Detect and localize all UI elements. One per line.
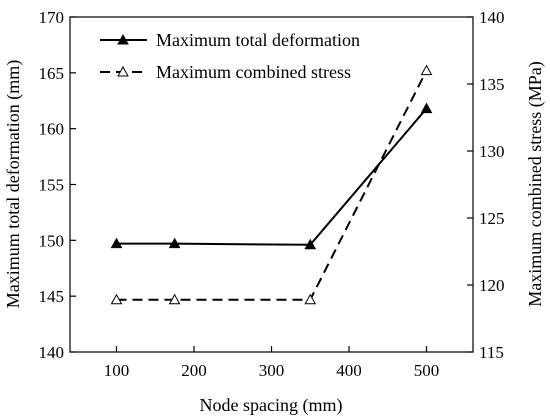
y-left-tick-label: 140: [39, 343, 65, 362]
x-axis-label: Node spacing (mm): [200, 395, 343, 416]
series-1-marker: [110, 237, 123, 249]
axis-ticks: 100 200 300 400 500 140 145 150 155 160 165 170 115 1…: [39, 8, 505, 380]
series-1-marker: [304, 238, 317, 250]
y-right-tick-label: 130: [479, 142, 505, 161]
series-2-marker: [168, 293, 181, 305]
legend-marker-1: [117, 33, 129, 45]
y-right-tick-label: 135: [479, 75, 505, 94]
x-tick-label: 500: [414, 361, 440, 380]
y-left-tick-label: 165: [39, 64, 65, 83]
series-1-line: [116, 107, 428, 246]
y-left-tick-label: 145: [39, 287, 65, 306]
y-left-tick-label: 150: [39, 231, 65, 250]
y-right-tick-label: 115: [479, 343, 504, 362]
y-left-tick-label: 155: [39, 176, 65, 195]
series-2-marker: [304, 293, 317, 305]
y-axis-right-label: Maximum combined stress (MPa): [525, 61, 546, 306]
legend-marker-2: [117, 65, 129, 77]
x-tick-label: 400: [336, 361, 362, 380]
series-1-marker: [168, 237, 181, 249]
y-right-tick-label: 120: [479, 276, 505, 295]
y-axis-left-label: Maximum total deformation (mm): [3, 60, 24, 308]
x-tick-label: 200: [181, 361, 207, 380]
y-right-tick-label: 140: [479, 8, 505, 27]
x-tick-label: 100: [104, 361, 130, 380]
legend-label-1: Maximum total deformation: [156, 30, 360, 50]
series-2-marker: [420, 64, 433, 76]
y-left-tick-label: 160: [39, 120, 65, 139]
y-right-tick-label: 125: [479, 209, 505, 228]
series-2-line: [116, 70, 428, 301]
y-left-tick-label: 170: [39, 8, 65, 27]
legend: Maximum total deformation Maximum combine…: [100, 30, 360, 82]
series-1-marker: [420, 102, 433, 114]
series-2-marker: [110, 293, 123, 305]
legend-label-2: Maximum combined stress: [156, 62, 351, 82]
x-tick-label: 300: [259, 361, 285, 380]
series-layer: [110, 64, 433, 305]
